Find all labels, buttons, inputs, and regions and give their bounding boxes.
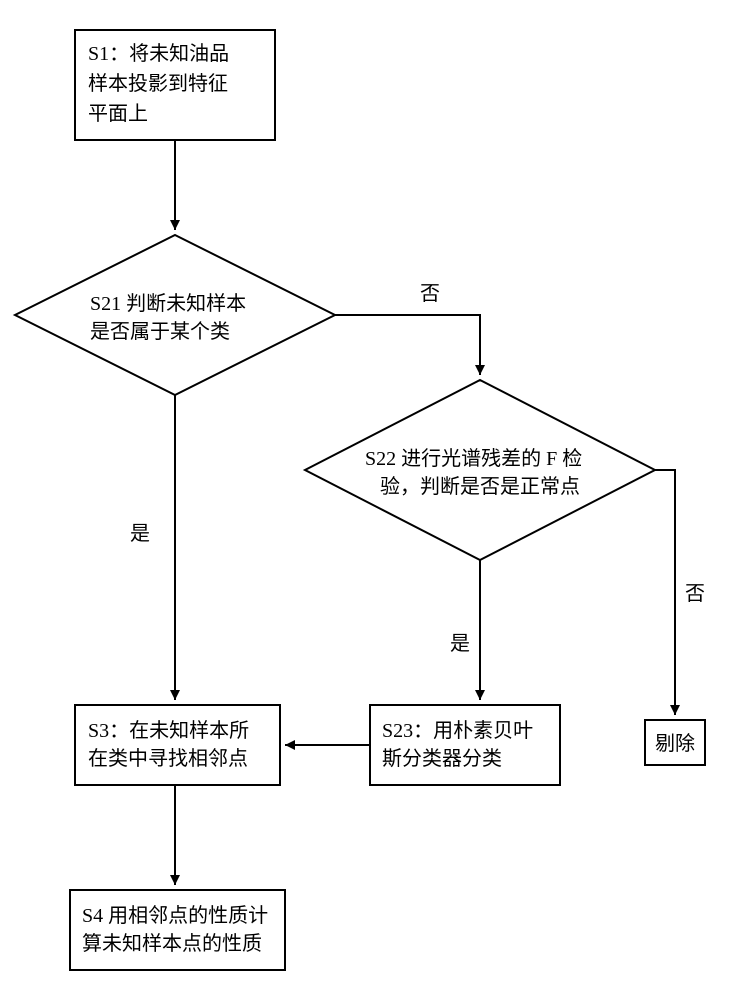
node-s23-box — [370, 705, 560, 785]
node-s21: S21 判断未知样本 是否属于某个类 — [15, 235, 335, 395]
node-s3-line1: S3：在未知样本所 — [88, 719, 249, 742]
node-s1-line1: S1：将未知油品 — [88, 42, 229, 65]
node-s1-line3: 平面上 — [88, 102, 148, 125]
node-s1-line2: 样本投影到特征 — [88, 72, 228, 95]
edge-s21-no-label: 否 — [420, 283, 440, 305]
node-s3-line2: 在类中寻找相邻点 — [88, 747, 248, 770]
node-reject: 剔除 — [645, 720, 705, 765]
node-s22: S22 进行光谱残差的 F 检 验，判断是否是正常点 — [305, 380, 655, 560]
node-s3-box — [75, 705, 280, 785]
node-s21-shape — [15, 235, 335, 395]
node-s21-line1: S21 判断未知样本 — [90, 292, 246, 315]
node-s22-line2: 验，判断是否是正常点 — [380, 475, 580, 498]
node-s21-line2: 是否属于某个类 — [90, 320, 230, 343]
edge-s22-no-label: 否 — [685, 583, 705, 605]
node-s22-line1: S22 进行光谱残差的 F 检 — [365, 447, 582, 470]
node-s4-box — [70, 890, 285, 970]
node-s1: S1：将未知油品 样本投影到特征 平面上 — [75, 30, 275, 140]
node-s23-line2: 斯分类器分类 — [382, 747, 502, 770]
node-s4-line1: S4 用相邻点的性质计 — [82, 904, 268, 927]
node-reject-line1: 剔除 — [655, 732, 695, 755]
edge-s22-no — [655, 470, 675, 715]
node-s23: S23：用朴素贝叶 斯分类器分类 — [370, 705, 560, 785]
node-s4-line2: 算未知样本点的性质 — [82, 932, 262, 955]
node-s22-shape — [305, 380, 655, 560]
node-s3: S3：在未知样本所 在类中寻找相邻点 — [75, 705, 280, 785]
edge-s21-yes-label: 是 — [130, 523, 150, 545]
node-s4: S4 用相邻点的性质计 算未知样本点的性质 — [70, 890, 285, 970]
edge-s21-no — [335, 315, 480, 375]
edge-s22-yes-label: 是 — [450, 633, 470, 655]
node-s23-line1: S23：用朴素贝叶 — [382, 719, 533, 742]
